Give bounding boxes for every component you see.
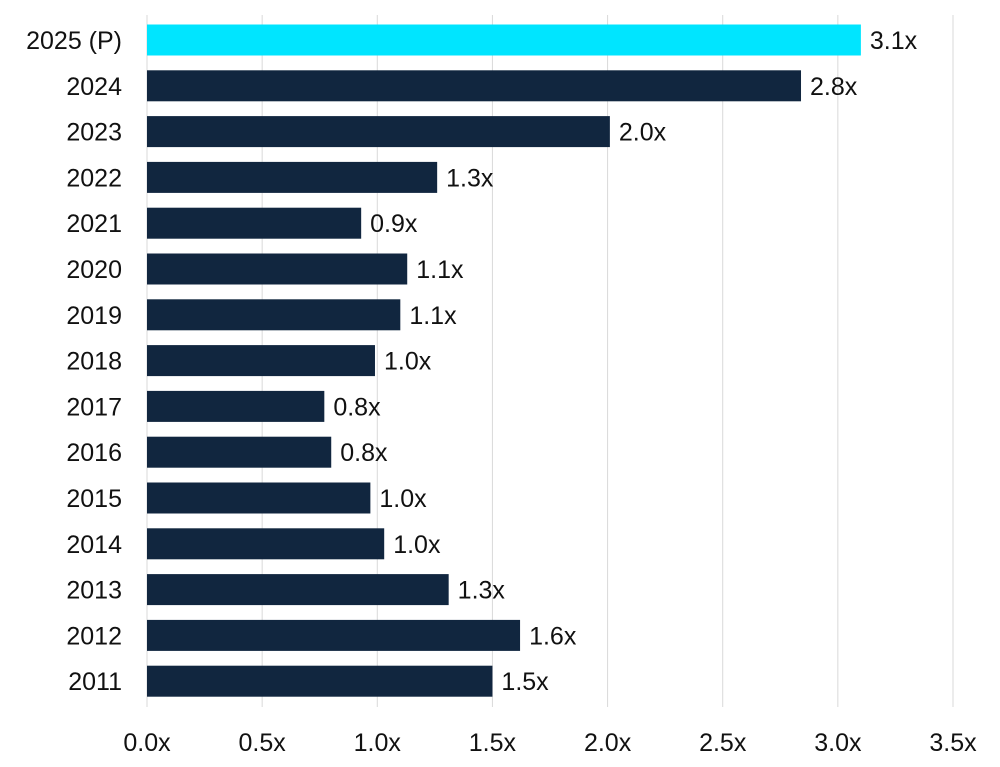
category-label: 2016 xyxy=(66,439,122,467)
bar xyxy=(147,574,449,606)
category-label: 2011 xyxy=(68,668,122,696)
category-label: 2024 xyxy=(66,73,122,101)
x-tick-label: 3.0x xyxy=(814,729,862,757)
x-tick-label: 2.0x xyxy=(584,729,632,757)
bar xyxy=(147,207,362,239)
category-label: 2019 xyxy=(66,302,122,330)
x-axis-tick-labels: 0.0x 0.5x 1.0x 1.5x 2.0x 2.5x 3.0x 3.5x xyxy=(123,729,977,757)
category-label: 2015 xyxy=(66,485,122,513)
category-label: 2018 xyxy=(66,348,122,376)
data-label: 1.1x xyxy=(409,302,457,330)
category-label: 2014 xyxy=(66,531,122,559)
data-label: 0.8x xyxy=(333,393,381,421)
bar xyxy=(147,299,401,331)
x-tick-label: 0.5x xyxy=(239,729,287,757)
bar xyxy=(147,116,610,148)
x-tick-label: 2.5x xyxy=(699,729,747,757)
bar xyxy=(147,24,861,56)
bar xyxy=(147,528,385,560)
bar xyxy=(147,161,438,193)
data-label: 2.8x xyxy=(810,73,858,101)
x-tick-label: 3.5x xyxy=(929,729,977,757)
x-tick-label: 1.0x xyxy=(354,729,402,757)
category-label: 2025 (P) xyxy=(26,27,122,55)
bar xyxy=(147,253,408,285)
x-tick-label: 0.0x xyxy=(123,729,171,757)
x-tick-label: 1.5x xyxy=(469,729,517,757)
data-label: 3.1x xyxy=(870,27,918,55)
data-label: 1.1x xyxy=(416,256,464,284)
category-label: 2012 xyxy=(66,622,122,650)
category-label: 2020 xyxy=(66,256,122,284)
data-label: 1.6x xyxy=(529,622,577,650)
bar xyxy=(147,482,371,514)
bars xyxy=(147,24,861,697)
data-label: 1.0x xyxy=(379,485,427,513)
category-labels: 2025 (P) 2024 2023 2022 2021 2020 2019 2018 2017… xyxy=(26,27,122,696)
data-label: 1.3x xyxy=(458,577,506,605)
bar xyxy=(147,619,521,651)
bar xyxy=(147,436,332,468)
category-label: 2021 xyxy=(66,210,122,238)
data-label: 0.8x xyxy=(340,439,388,467)
data-label: 1.3x xyxy=(446,164,494,192)
bar xyxy=(147,345,375,377)
data-label: 0.9x xyxy=(370,210,418,238)
bar xyxy=(147,70,802,102)
category-label: 2023 xyxy=(66,119,122,147)
category-label: 2022 xyxy=(66,164,122,192)
data-labels: 3.1x2.8x2.0x1.3x0.9x1.1x1.1x1.0x0.8x0.8x… xyxy=(333,27,917,696)
data-label: 1.0x xyxy=(384,348,432,376)
data-label: 2.0x xyxy=(619,119,667,147)
data-label: 1.5x xyxy=(501,668,549,696)
category-label: 2013 xyxy=(66,577,122,605)
data-label: 1.0x xyxy=(393,531,441,559)
category-label: 2017 xyxy=(66,393,122,421)
bar xyxy=(147,665,493,697)
bar xyxy=(147,390,325,422)
